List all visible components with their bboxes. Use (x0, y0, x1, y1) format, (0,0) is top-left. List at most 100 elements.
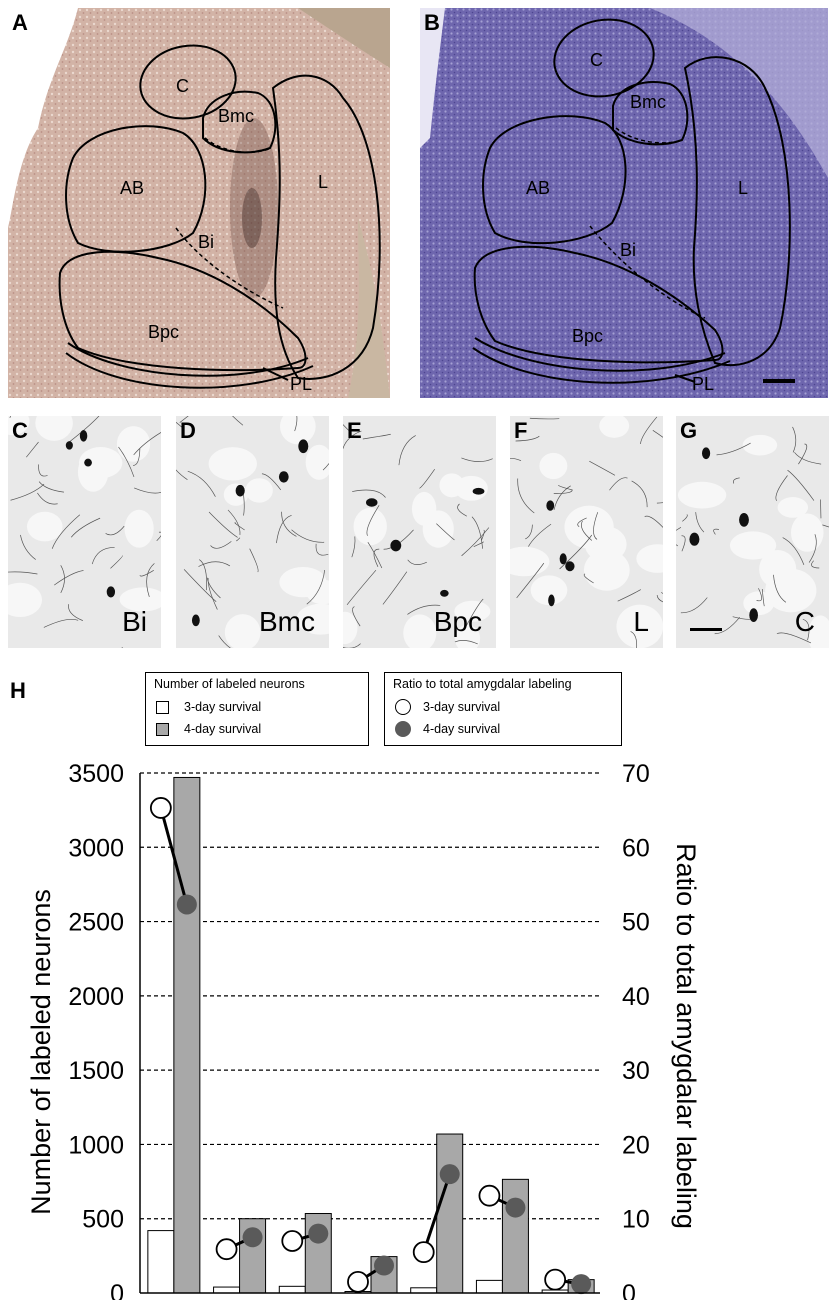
y-tick-label-left: 3500 (68, 760, 124, 788)
ratio-connector-bi (159, 807, 189, 905)
ratio-marker-4day-c (505, 1197, 526, 1218)
panel-d-label: D (180, 418, 196, 443)
bar-4day-bi (173, 776, 201, 1294)
legend-swatch-4day-bar (156, 723, 169, 736)
y-tick-label-left: 1500 (68, 1057, 124, 1085)
panel-g-image (676, 426, 829, 648)
legend-neurons-title: Number of labeled neurons (154, 677, 305, 691)
ratio-marker-3day-c (478, 1184, 501, 1207)
panel-b-label: B (424, 10, 440, 35)
panel-d-micrograph: D Bmc (176, 416, 329, 648)
ratio-marker-3day-bi (149, 797, 172, 819)
panel-e-image (343, 424, 493, 648)
ratio-connector-l (422, 1173, 452, 1253)
panel-e-label: E (347, 418, 362, 443)
legend-marker-4day (395, 721, 411, 737)
panel-a-image: C Bmc AB L Bi Bpc PL (8, 8, 390, 398)
ratio-marker-4day-l (439, 1164, 460, 1185)
ratio-marker-3day-bmc (215, 1238, 238, 1261)
bar-3day-bi (147, 1230, 175, 1294)
panel-a-region-c: C (176, 76, 189, 96)
panel-b-region-l: L (738, 178, 748, 198)
panel-h-label: H (10, 678, 26, 703)
ratio-marker-3day-others (544, 1268, 567, 1291)
panel-g-scale-bar (690, 628, 722, 631)
panel-d-region-label: Bmc (259, 606, 315, 637)
bar-chart: 0 500 1000 1500 2000 2500 3000 3500 0 10 20 30 40 50 6… (26, 760, 701, 1300)
ratio-marker-4day-bpc (308, 1223, 329, 1244)
panel-b-scale-bar (763, 379, 795, 383)
legend-marker-3day (395, 699, 411, 715)
y-tick-label-right: 60 (622, 834, 650, 862)
panel-a-region-bpc: Bpc (148, 322, 179, 342)
y-tick-label-left: 2000 (68, 983, 124, 1011)
panel-a-region-bmc: Bmc (218, 106, 254, 126)
bars (147, 776, 595, 1294)
panel-b-region-pl: PL (692, 374, 714, 394)
y-tick-label-left: 500 (82, 1206, 124, 1234)
panel-c-micrograph: C Bi (8, 416, 161, 648)
panel-e-region-label: Bpc (433, 606, 482, 637)
ratio-marker-3day-ab (347, 1270, 369, 1293)
panel-b-image: C Bmc AB L Bi Bpc PL (420, 8, 828, 398)
panel-c-image (8, 416, 161, 648)
ratio-marker-4day-bmc (242, 1227, 263, 1248)
y-axis-label-right: Ratio to total amygdalar labeling (671, 843, 701, 1229)
panel-f-image (510, 416, 663, 648)
bar-3day-c (475, 1279, 503, 1294)
ratio-marker-4day-ab (374, 1255, 394, 1276)
panel-d-image (176, 416, 329, 648)
bar-3day-bmc (213, 1286, 241, 1294)
legend-swatch-3day-bar (156, 701, 169, 714)
legend-neurons: Number of labeled neurons 3-day survival… (145, 672, 369, 746)
y-tick-label-right: 30 (622, 1057, 650, 1085)
ratio-marker-3day-l (412, 1241, 435, 1264)
legend-ratio-item-4day-label: 4-day survival (423, 722, 501, 736)
grid-lines (140, 772, 600, 1220)
y-tick-label-right: 10 (622, 1206, 650, 1234)
panel-b-region-bi: Bi (620, 240, 636, 260)
panel-b-region-ab: AB (526, 178, 550, 198)
legend-ratio-title: Ratio to total amygdalar labeling (393, 677, 572, 691)
y-tick-label-left: 3000 (68, 834, 124, 862)
panel-a-label: A (12, 10, 28, 35)
panel-g-region-label: C (794, 606, 815, 637)
ratio-marker-4day-others (571, 1274, 592, 1295)
y-tick-label-right: 20 (622, 1131, 650, 1159)
y-tick-label-right: 70 (622, 760, 650, 788)
panel-b-region-bpc: Bpc (572, 326, 603, 346)
panel-b-region-c: C (590, 50, 603, 70)
panel-a-micrograph: C Bmc AB L Bi Bpc PL A (8, 8, 390, 398)
panel-c-region-label: Bi (122, 606, 147, 637)
legend-ratio-item-3day-label: 3-day survival (423, 700, 501, 714)
panel-a-region-pl: PL (290, 374, 312, 394)
y-axis-label-left: Number of labeled neurons (26, 889, 56, 1215)
y-tick-label-right: 0 (622, 1280, 636, 1300)
bar-4day-l (436, 1133, 464, 1294)
ratio-marker-3day-bpc (281, 1230, 304, 1252)
legend-neurons-item-4day-label: 4-day survival (184, 722, 262, 736)
panel-f-label: F (514, 418, 528, 443)
panel-a-region-bi: Bi (198, 232, 214, 252)
bar-4day-c (501, 1178, 529, 1294)
y-tick-label-left: 2500 (68, 909, 124, 937)
panel-c-label: C (12, 418, 28, 443)
y-tick-label-right: 40 (622, 983, 650, 1011)
panel-f-region-label: L (633, 606, 649, 637)
bar-3day-bpc (278, 1285, 306, 1294)
y-tick-label-left: 1000 (68, 1131, 124, 1159)
bar-3day-l (410, 1287, 438, 1294)
panel-b-region-bmc: Bmc (630, 92, 666, 112)
panel-a-region-l: L (318, 172, 328, 192)
y-tick-label-left: 0 (110, 1280, 124, 1300)
panel-b-micrograph: C Bmc AB L Bi Bpc PL B (420, 8, 828, 398)
panel-a-region-ab: AB (120, 178, 144, 198)
y-tick-label-right: 50 (622, 909, 650, 937)
ratio-marker-4day-bi (176, 894, 197, 915)
legend-ratio: Ratio to total amygdalar labeling 3-day … (384, 672, 622, 746)
axes: 0 500 1000 1500 2000 2500 3000 3500 0 10 20 30 40 50 6… (68, 760, 649, 1300)
panel-e-micrograph: E Bpc (343, 416, 496, 648)
panel-g-label: G (680, 418, 698, 443)
